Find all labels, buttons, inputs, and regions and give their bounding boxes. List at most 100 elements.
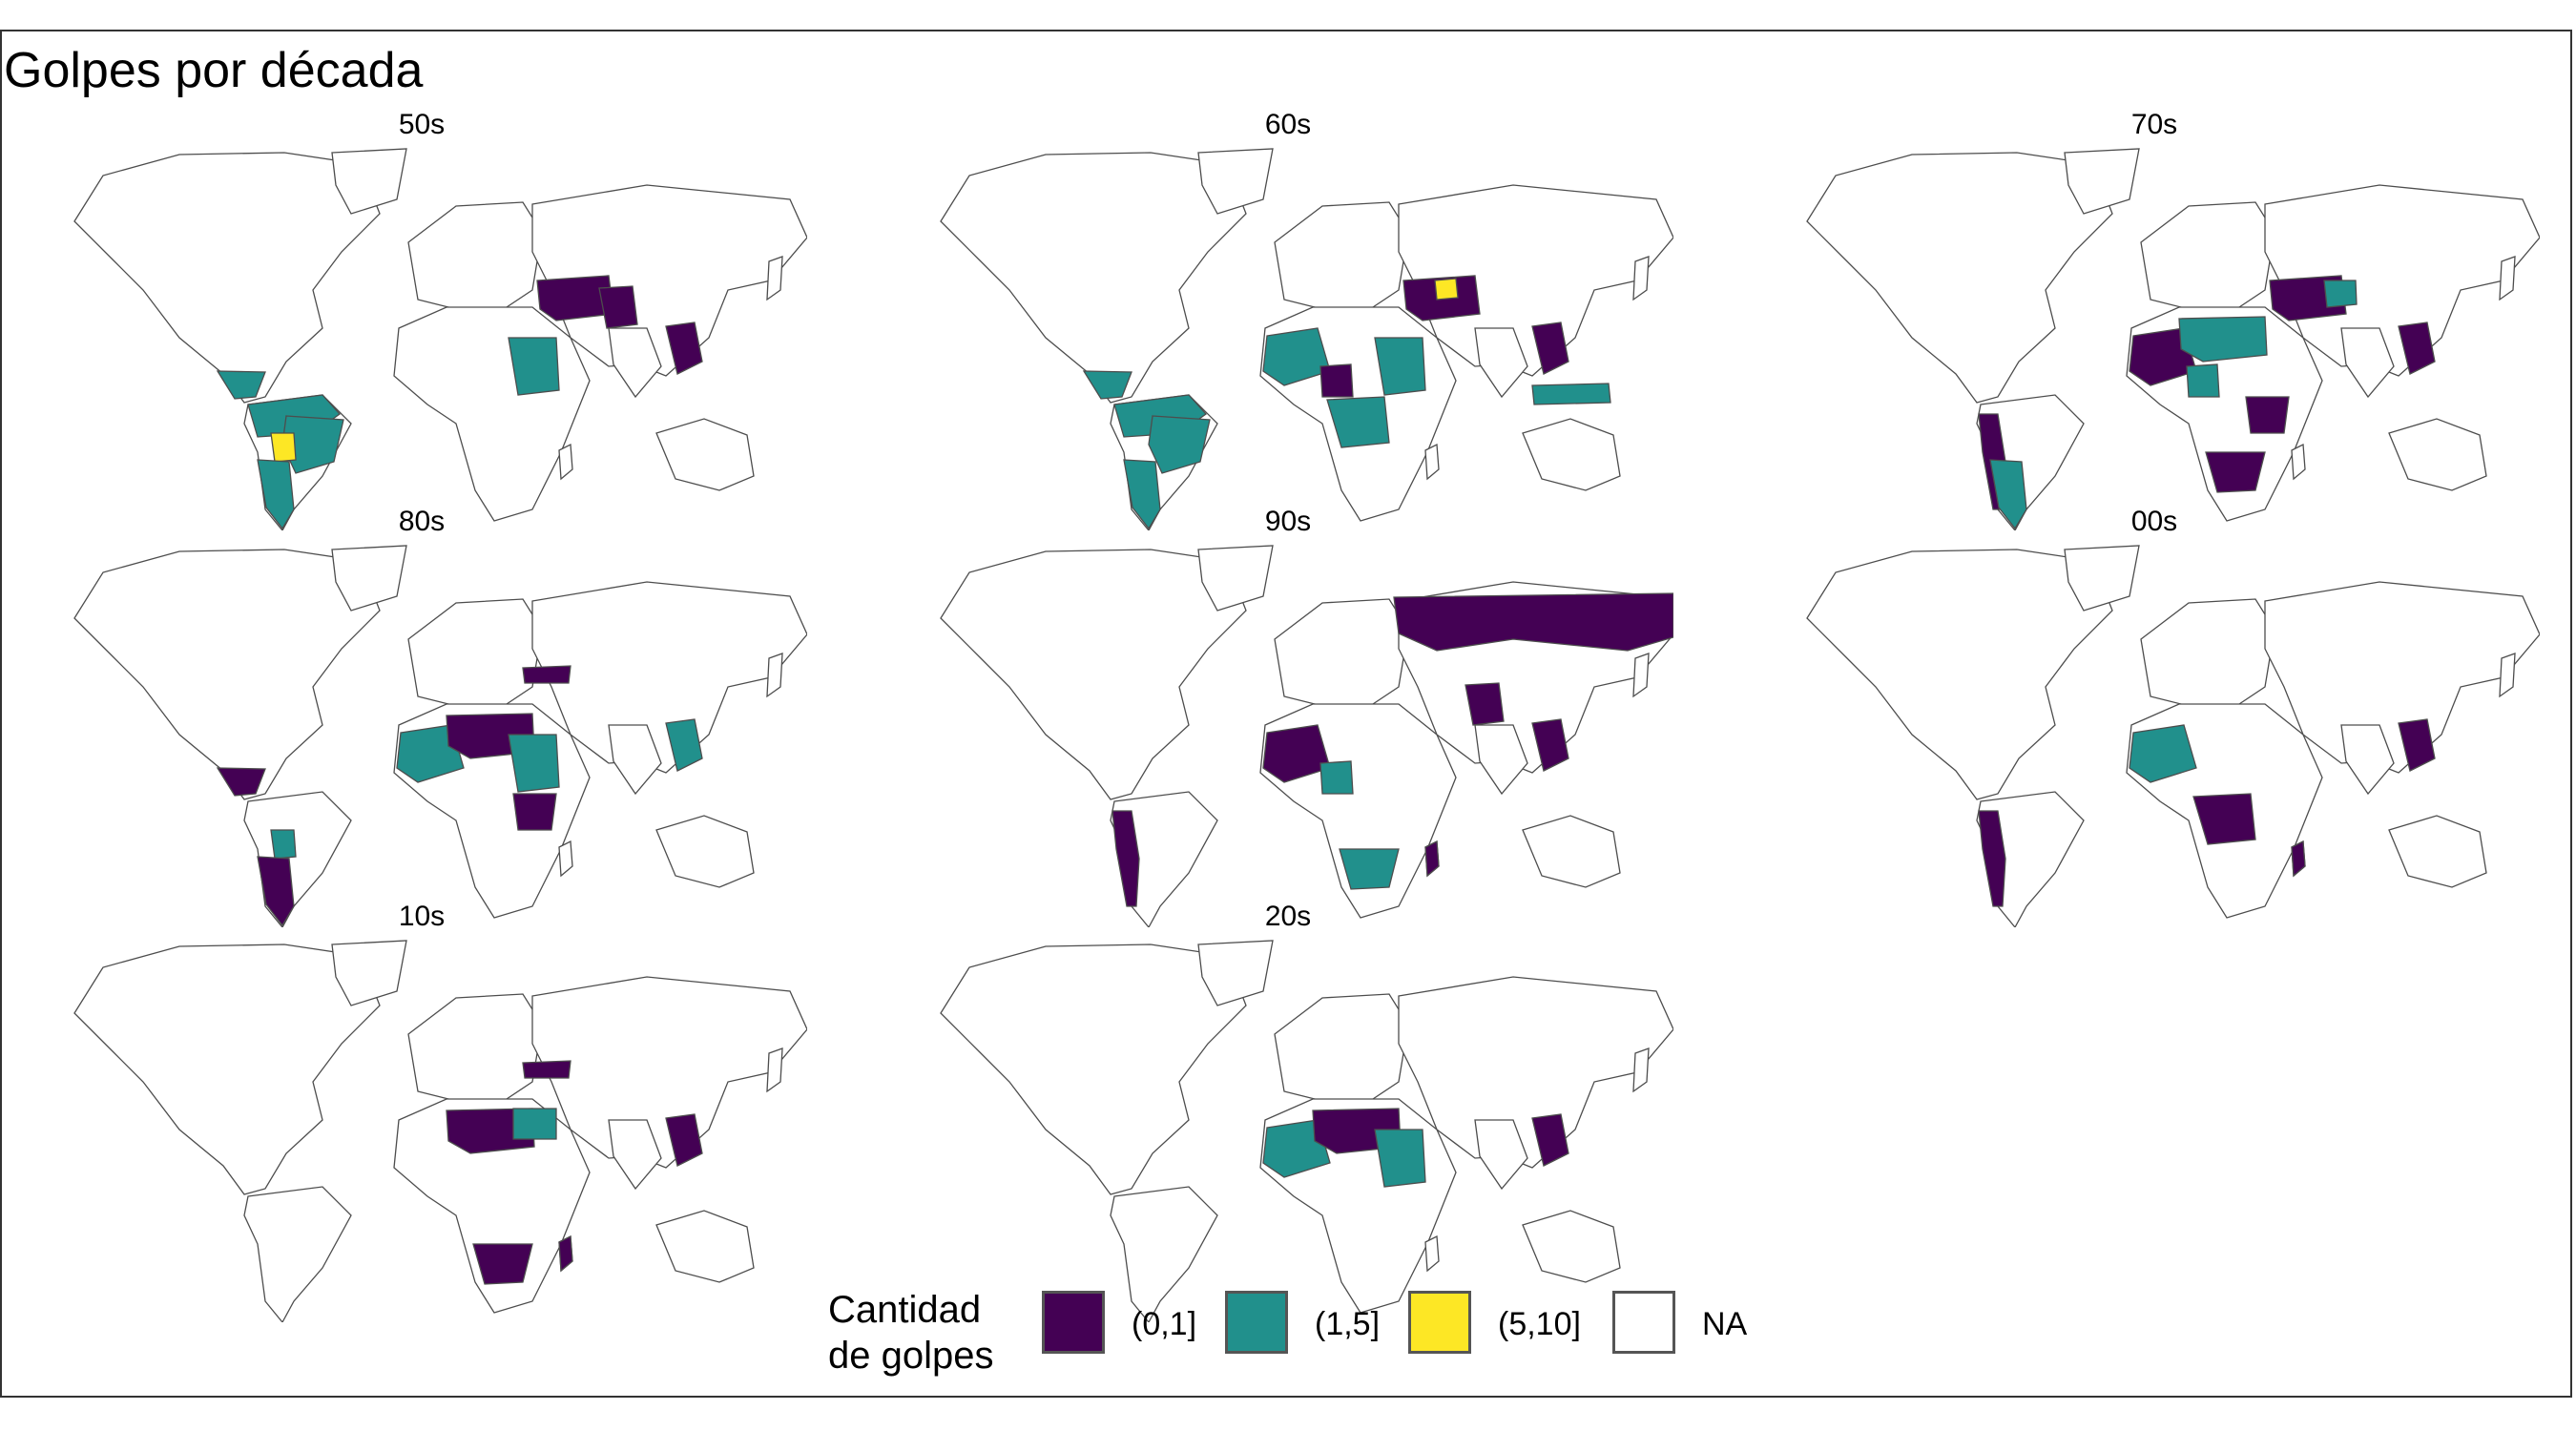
region-indochina (1531, 321, 1569, 375)
legend-label-1-5: (1,5] (1315, 1306, 1381, 1342)
panel-label: 80s (398, 506, 446, 537)
land-south-america (243, 1186, 352, 1322)
land-japan (766, 653, 783, 698)
panel-label: 50s (398, 109, 446, 140)
region-madagascar (2291, 840, 2306, 878)
land-madagascar (558, 840, 573, 878)
region-indochina (665, 1113, 703, 1167)
land-greenland (331, 940, 407, 1006)
land-india (2340, 327, 2395, 399)
region-nigeria (1319, 363, 1354, 398)
plot-frame (0, 30, 2572, 1398)
legend-key-5-10 (1408, 1291, 1471, 1354)
land-north-america (1806, 152, 2113, 404)
region-congo (2192, 793, 2256, 845)
region-west-africa (1262, 1119, 1331, 1178)
region-east-africa (2245, 396, 2290, 434)
panel-label: 10s (398, 901, 446, 932)
land-europe (407, 201, 543, 310)
region-indochina (1531, 718, 1569, 772)
panel-00s: 00s (1769, 506, 2540, 927)
region-sudan (1374, 1129, 1426, 1188)
region-west-africa (1262, 327, 1331, 386)
region-turkey (522, 665, 571, 684)
region-bolivia (270, 432, 297, 463)
region-indochina (2398, 321, 2436, 375)
land-australia (655, 815, 755, 888)
region-argentina (257, 459, 295, 530)
panel-70s: 70s (1769, 109, 2540, 530)
legend-label-5-10: (5,10] (1498, 1306, 1581, 1342)
region-russia (1393, 592, 1673, 652)
world-map (1806, 545, 2540, 927)
land-greenland (1197, 545, 1274, 612)
legend-title-line1: Cantidad (828, 1289, 982, 1331)
land-australia (655, 418, 755, 491)
region-indochina (1531, 1113, 1569, 1167)
region-west-africa (2129, 327, 2197, 386)
land-india (608, 1119, 662, 1191)
panel-label: 70s (2130, 109, 2178, 140)
region-indochina (665, 718, 703, 772)
region-pakistan (598, 285, 638, 329)
region-central-america (216, 370, 266, 400)
land-japan (2499, 256, 2516, 301)
region-east-africa (512, 793, 557, 831)
panel-label: 00s (2130, 506, 2178, 537)
region-west-africa (1262, 724, 1331, 783)
region-southern-africa (1339, 848, 1400, 890)
land-australia (1522, 418, 1621, 491)
land-north-america (940, 944, 1247, 1195)
land-north-america (940, 549, 1247, 800)
region-west-africa (2129, 724, 2197, 783)
plot-title: Golpes por década (4, 43, 424, 98)
region-madagascar (1424, 840, 1440, 878)
land-europe (1274, 201, 1409, 310)
land-europe (407, 598, 543, 707)
land-madagascar (1424, 1234, 1440, 1273)
region-brazil (1148, 415, 1211, 474)
land-india (1474, 1119, 1528, 1191)
land-australia (2388, 815, 2487, 888)
region-andes (1111, 810, 1140, 907)
region-sudan (508, 337, 560, 396)
region-indonesia (1531, 383, 1611, 405)
region-iraq (1434, 278, 1459, 301)
legend-label-0-1: (0,1] (1132, 1306, 1197, 1342)
region-west-africa (396, 724, 465, 783)
region-nigeria (1319, 760, 1354, 795)
land-europe (1274, 993, 1409, 1102)
land-south-america (1110, 1186, 1218, 1322)
land-japan (2499, 653, 2516, 698)
land-greenland (2064, 148, 2140, 215)
land-north-america (73, 152, 381, 404)
legend-key-na (1612, 1291, 1675, 1354)
world-map (940, 545, 1673, 927)
panel-90s: 90s (903, 506, 1673, 927)
region-argentina (1123, 459, 1161, 530)
land-greenland (1197, 148, 1274, 215)
region-afghanistan (2323, 280, 2358, 308)
land-europe (2140, 201, 2275, 310)
world-map (73, 545, 807, 927)
panel-label: 60s (1264, 109, 1312, 140)
land-madagascar (1424, 443, 1440, 481)
land-india (1474, 724, 1528, 796)
land-greenland (331, 148, 407, 215)
land-greenland (1197, 940, 1274, 1006)
region-indochina (665, 321, 703, 375)
panel-label: 20s (1264, 901, 1312, 932)
legend-title-line2: de golpes (828, 1335, 994, 1377)
land-madagascar (558, 443, 573, 481)
world-map (1806, 148, 2540, 530)
region-sudan (508, 734, 560, 793)
land-greenland (2064, 545, 2140, 612)
land-japan (1632, 1047, 1650, 1093)
world-map (73, 148, 807, 530)
region-pakistan (1465, 682, 1505, 726)
land-australia (1522, 815, 1621, 888)
region-andes (1978, 810, 2006, 907)
region-nigeria (2186, 363, 2220, 398)
legend-key-1-5 (1225, 1291, 1288, 1354)
land-north-america (940, 152, 1247, 404)
